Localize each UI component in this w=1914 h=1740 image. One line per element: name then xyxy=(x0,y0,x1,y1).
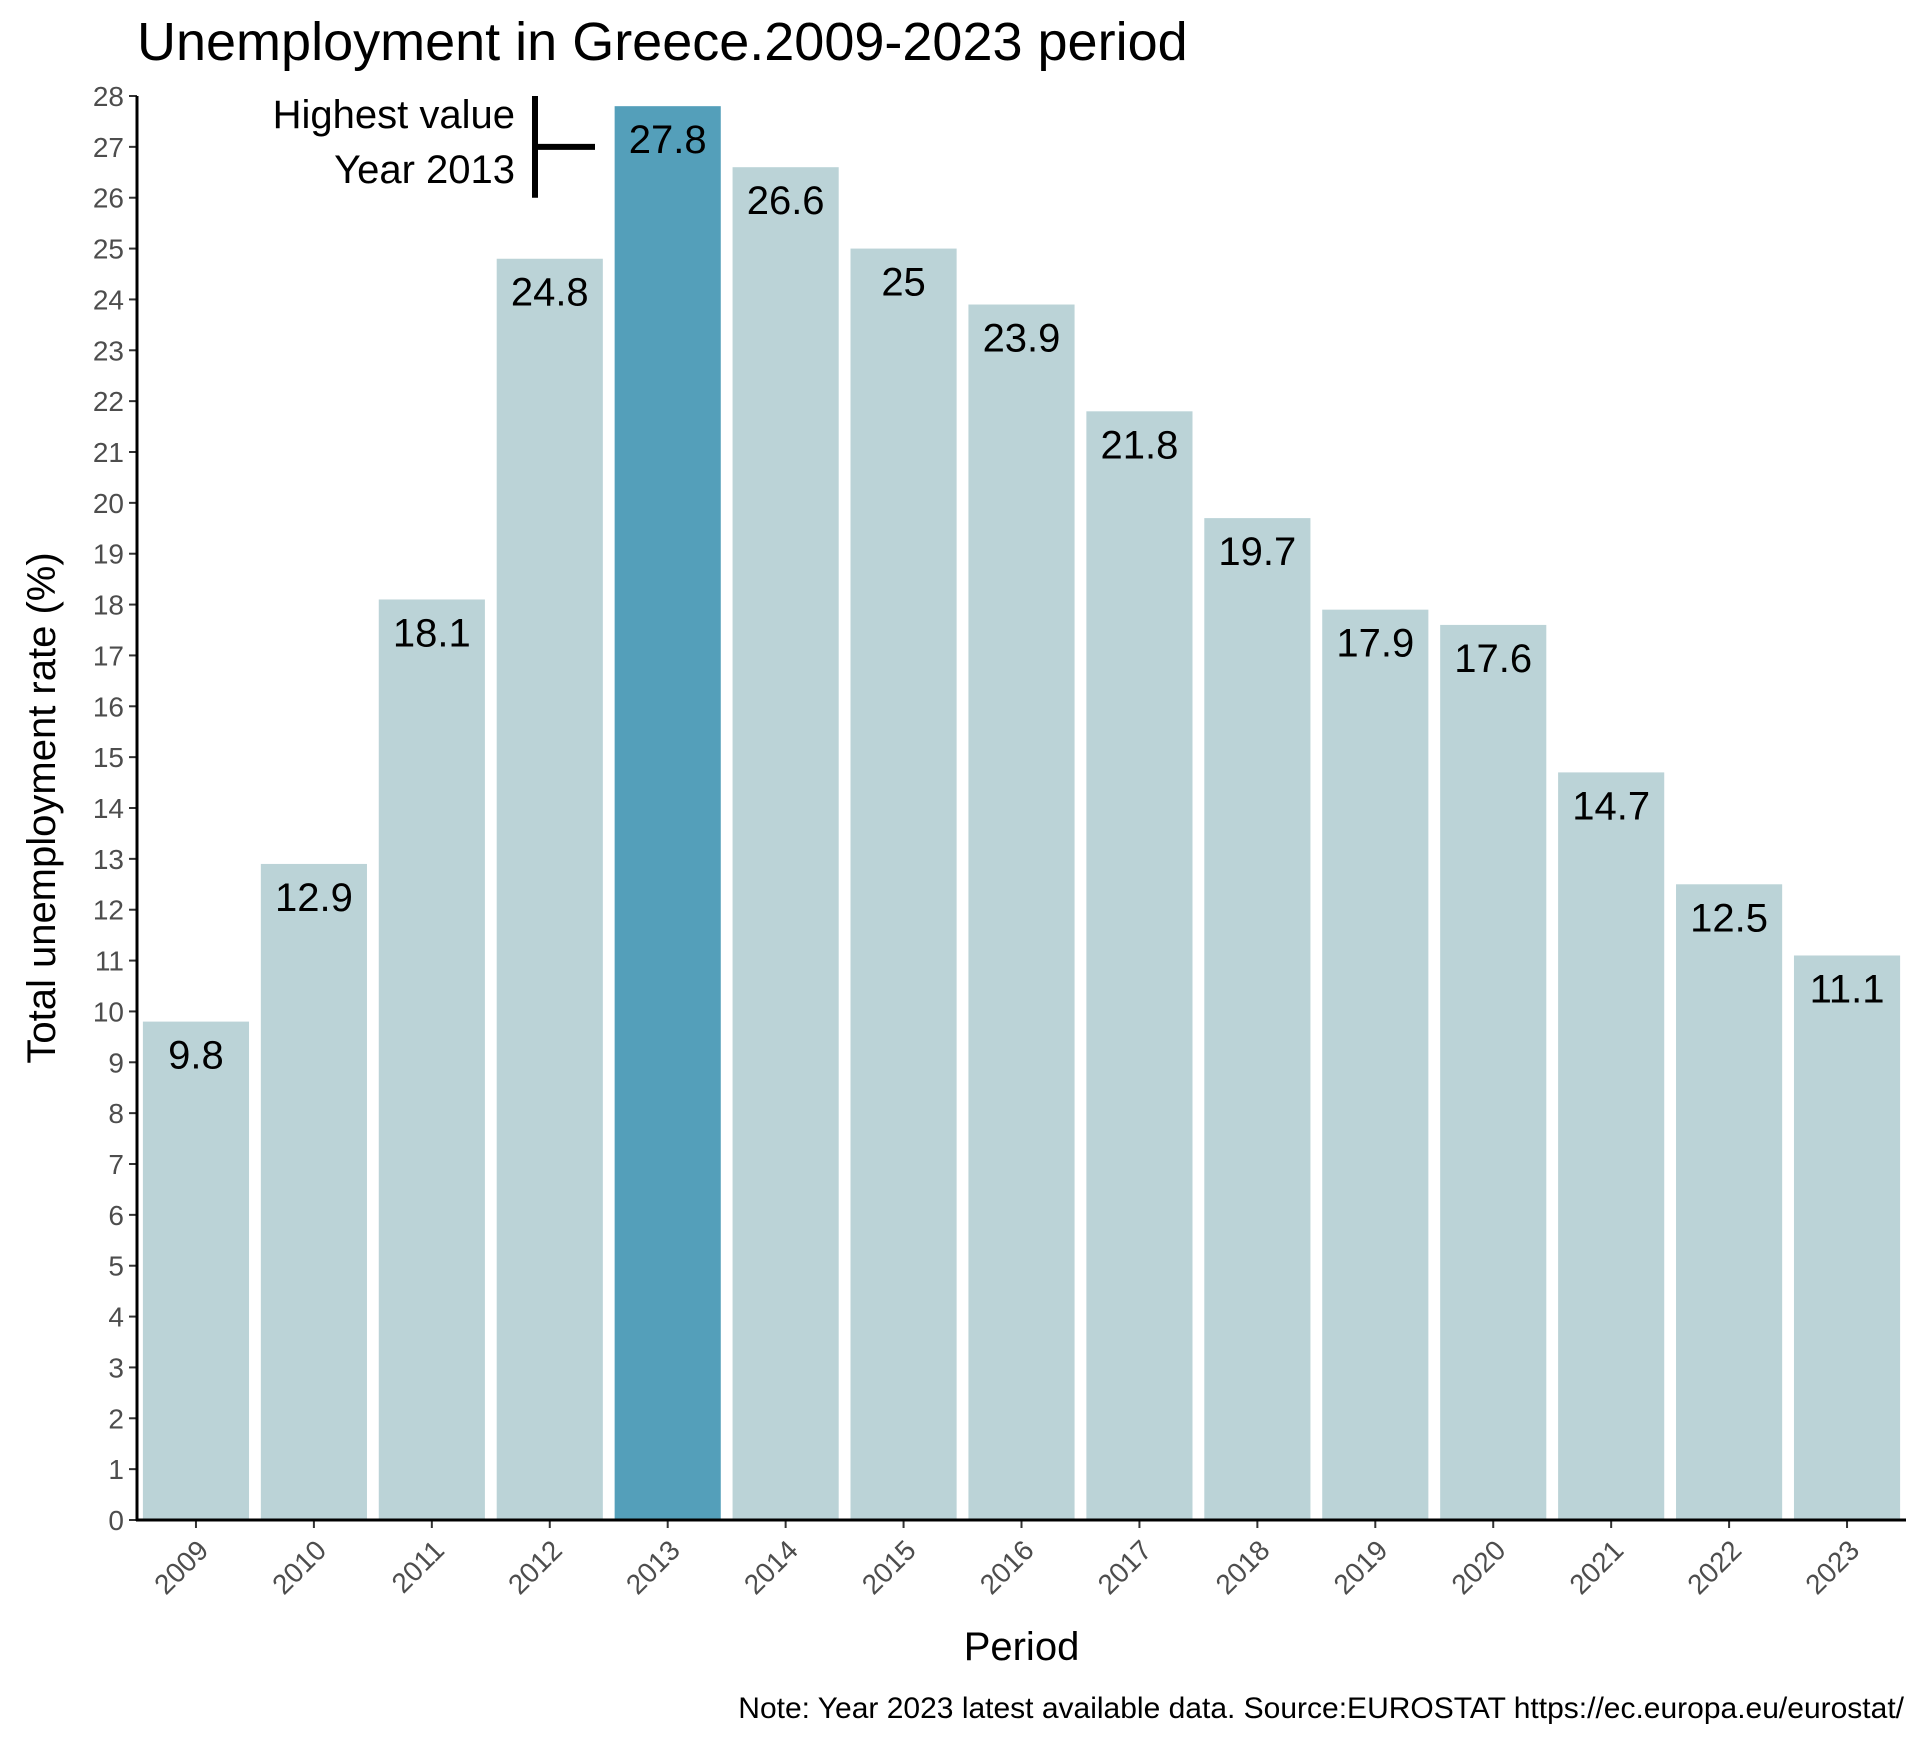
y-tick-label-5: 5 xyxy=(108,1251,124,1282)
bar-label-2013: 27.8 xyxy=(629,118,707,162)
bar-label-2014: 26.6 xyxy=(747,179,825,223)
y-tick-label-10: 10 xyxy=(93,996,124,1027)
x-axis-ticks: 2009 2010 2011 2012 2013 2014 2015 2016 2017 2018… xyxy=(148,1520,1865,1600)
bar-2022 xyxy=(1676,884,1783,1520)
bars-group xyxy=(142,106,1901,1521)
bar-labels-group: 9.8 12.9 18.1 24.8 27.8 26.6 25 23.9 21.8 19.7 17.… xyxy=(168,118,1884,1077)
bar-2018 xyxy=(1204,518,1311,1520)
y-tick-label-18: 18 xyxy=(93,590,124,621)
y-tick-label-13: 13 xyxy=(93,844,124,875)
x-tick-label-2014: 2014 xyxy=(738,1534,804,1600)
y-tick-label-17: 17 xyxy=(93,640,124,671)
bar-label-2017: 21.8 xyxy=(1101,423,1179,467)
x-tick-label-2009: 2009 xyxy=(148,1534,214,1600)
bar-2013 xyxy=(614,106,721,1521)
bar-2014 xyxy=(732,167,839,1521)
bar-label-2009: 9.8 xyxy=(168,1034,224,1078)
x-tick-label-2020: 2020 xyxy=(1446,1534,1512,1600)
x-tick-label-2010: 2010 xyxy=(266,1534,332,1600)
source-caption: Note: Year 2023 latest available data. S… xyxy=(738,1692,1904,1725)
y-tick-label-24: 24 xyxy=(93,284,124,315)
bar-2009 xyxy=(142,1021,250,1520)
y-tick-label-4: 4 xyxy=(108,1302,124,1333)
x-tick-label-2013: 2013 xyxy=(620,1534,686,1600)
bar-label-2021: 14.7 xyxy=(1572,784,1650,828)
bar-label-2012: 24.8 xyxy=(511,271,589,315)
y-tick-label-12: 12 xyxy=(93,895,124,926)
bar-label-2023: 11.1 xyxy=(1810,967,1885,1011)
y-tick-label-16: 16 xyxy=(93,691,124,722)
x-tick-label-2016: 2016 xyxy=(974,1534,1040,1600)
plot-area: 9.812.918.124.827.826.62523.921.819.717.… xyxy=(93,81,1906,1600)
y-tick-label-25: 25 xyxy=(93,234,124,265)
x-tick-label-2023: 2023 xyxy=(1799,1534,1865,1600)
bar-label-2010: 12.9 xyxy=(275,876,353,920)
y-tick-label-15: 15 xyxy=(93,742,124,773)
bar-label-2015: 25 xyxy=(881,261,926,305)
bar-label-2011: 18.1 xyxy=(393,611,471,655)
bar-label-2019: 17.9 xyxy=(1336,622,1414,666)
bar-2012 xyxy=(496,258,603,1520)
x-tick-label-2021: 2021 xyxy=(1563,1534,1629,1600)
annotation-line1: Highest value xyxy=(273,93,515,137)
y-tick-label-28: 28 xyxy=(93,81,124,112)
bar-2011 xyxy=(378,599,485,1520)
bar-label-2018: 19.7 xyxy=(1218,530,1296,574)
x-tick-label-2012: 2012 xyxy=(502,1534,568,1600)
y-tick-label-20: 20 xyxy=(93,488,124,519)
chart-title: Unemployment in Greece.2009-2023 period xyxy=(137,12,1188,72)
x-tick-label-2018: 2018 xyxy=(1210,1534,1276,1600)
x-tick-label-2017: 2017 xyxy=(1092,1534,1158,1600)
x-tick-label-2022: 2022 xyxy=(1681,1534,1747,1600)
y-tick-label-3: 3 xyxy=(108,1352,124,1383)
y-tick-label-2: 2 xyxy=(108,1403,124,1434)
y-tick-label-27: 27 xyxy=(93,132,124,163)
y-tick-label-6: 6 xyxy=(108,1200,124,1231)
bar-2023 xyxy=(1793,955,1901,1520)
y-tick-label-11: 11 xyxy=(95,946,124,977)
y-axis-title: Total unemployment rate (%) xyxy=(20,552,64,1063)
y-tick-label-19: 19 xyxy=(93,539,124,570)
bar-2020 xyxy=(1440,624,1547,1520)
bar-2017 xyxy=(1086,411,1193,1520)
y-tick-label-8: 8 xyxy=(108,1098,124,1129)
y-tick-label-23: 23 xyxy=(93,335,124,366)
bar-2010 xyxy=(260,863,367,1520)
y-tick-label-14: 14 xyxy=(93,793,124,824)
y-tick-label-9: 9 xyxy=(108,1047,124,1078)
bar-label-2016: 23.9 xyxy=(983,317,1061,361)
y-tick-label-1: 1 xyxy=(108,1454,124,1485)
bar-2016 xyxy=(968,304,1075,1520)
x-axis-title: Period xyxy=(964,1625,1080,1669)
y-axis-ticks: 0123456789101112131415161718192021222324… xyxy=(93,81,137,1536)
bar-2019 xyxy=(1322,609,1429,1520)
y-tick-label-22: 22 xyxy=(93,386,124,417)
x-tick-label-2019: 2019 xyxy=(1328,1534,1394,1600)
x-tick-label-2015: 2015 xyxy=(856,1534,922,1600)
x-tick-label-2011: 2011 xyxy=(386,1534,451,1599)
y-tick-label-7: 7 xyxy=(108,1149,124,1180)
bar-2015 xyxy=(850,248,957,1521)
bar-2021 xyxy=(1558,772,1665,1520)
y-tick-label-0: 0 xyxy=(108,1505,124,1536)
y-tick-label-26: 26 xyxy=(93,183,124,214)
annotation-line2: Year 2013 xyxy=(334,148,515,192)
bar-label-2020: 17.6 xyxy=(1454,637,1532,681)
y-tick-label-21: 21 xyxy=(93,437,124,468)
bar-label-2022: 12.5 xyxy=(1690,896,1768,940)
highest-value-annotation: Highest value Year 2013 xyxy=(273,93,595,198)
